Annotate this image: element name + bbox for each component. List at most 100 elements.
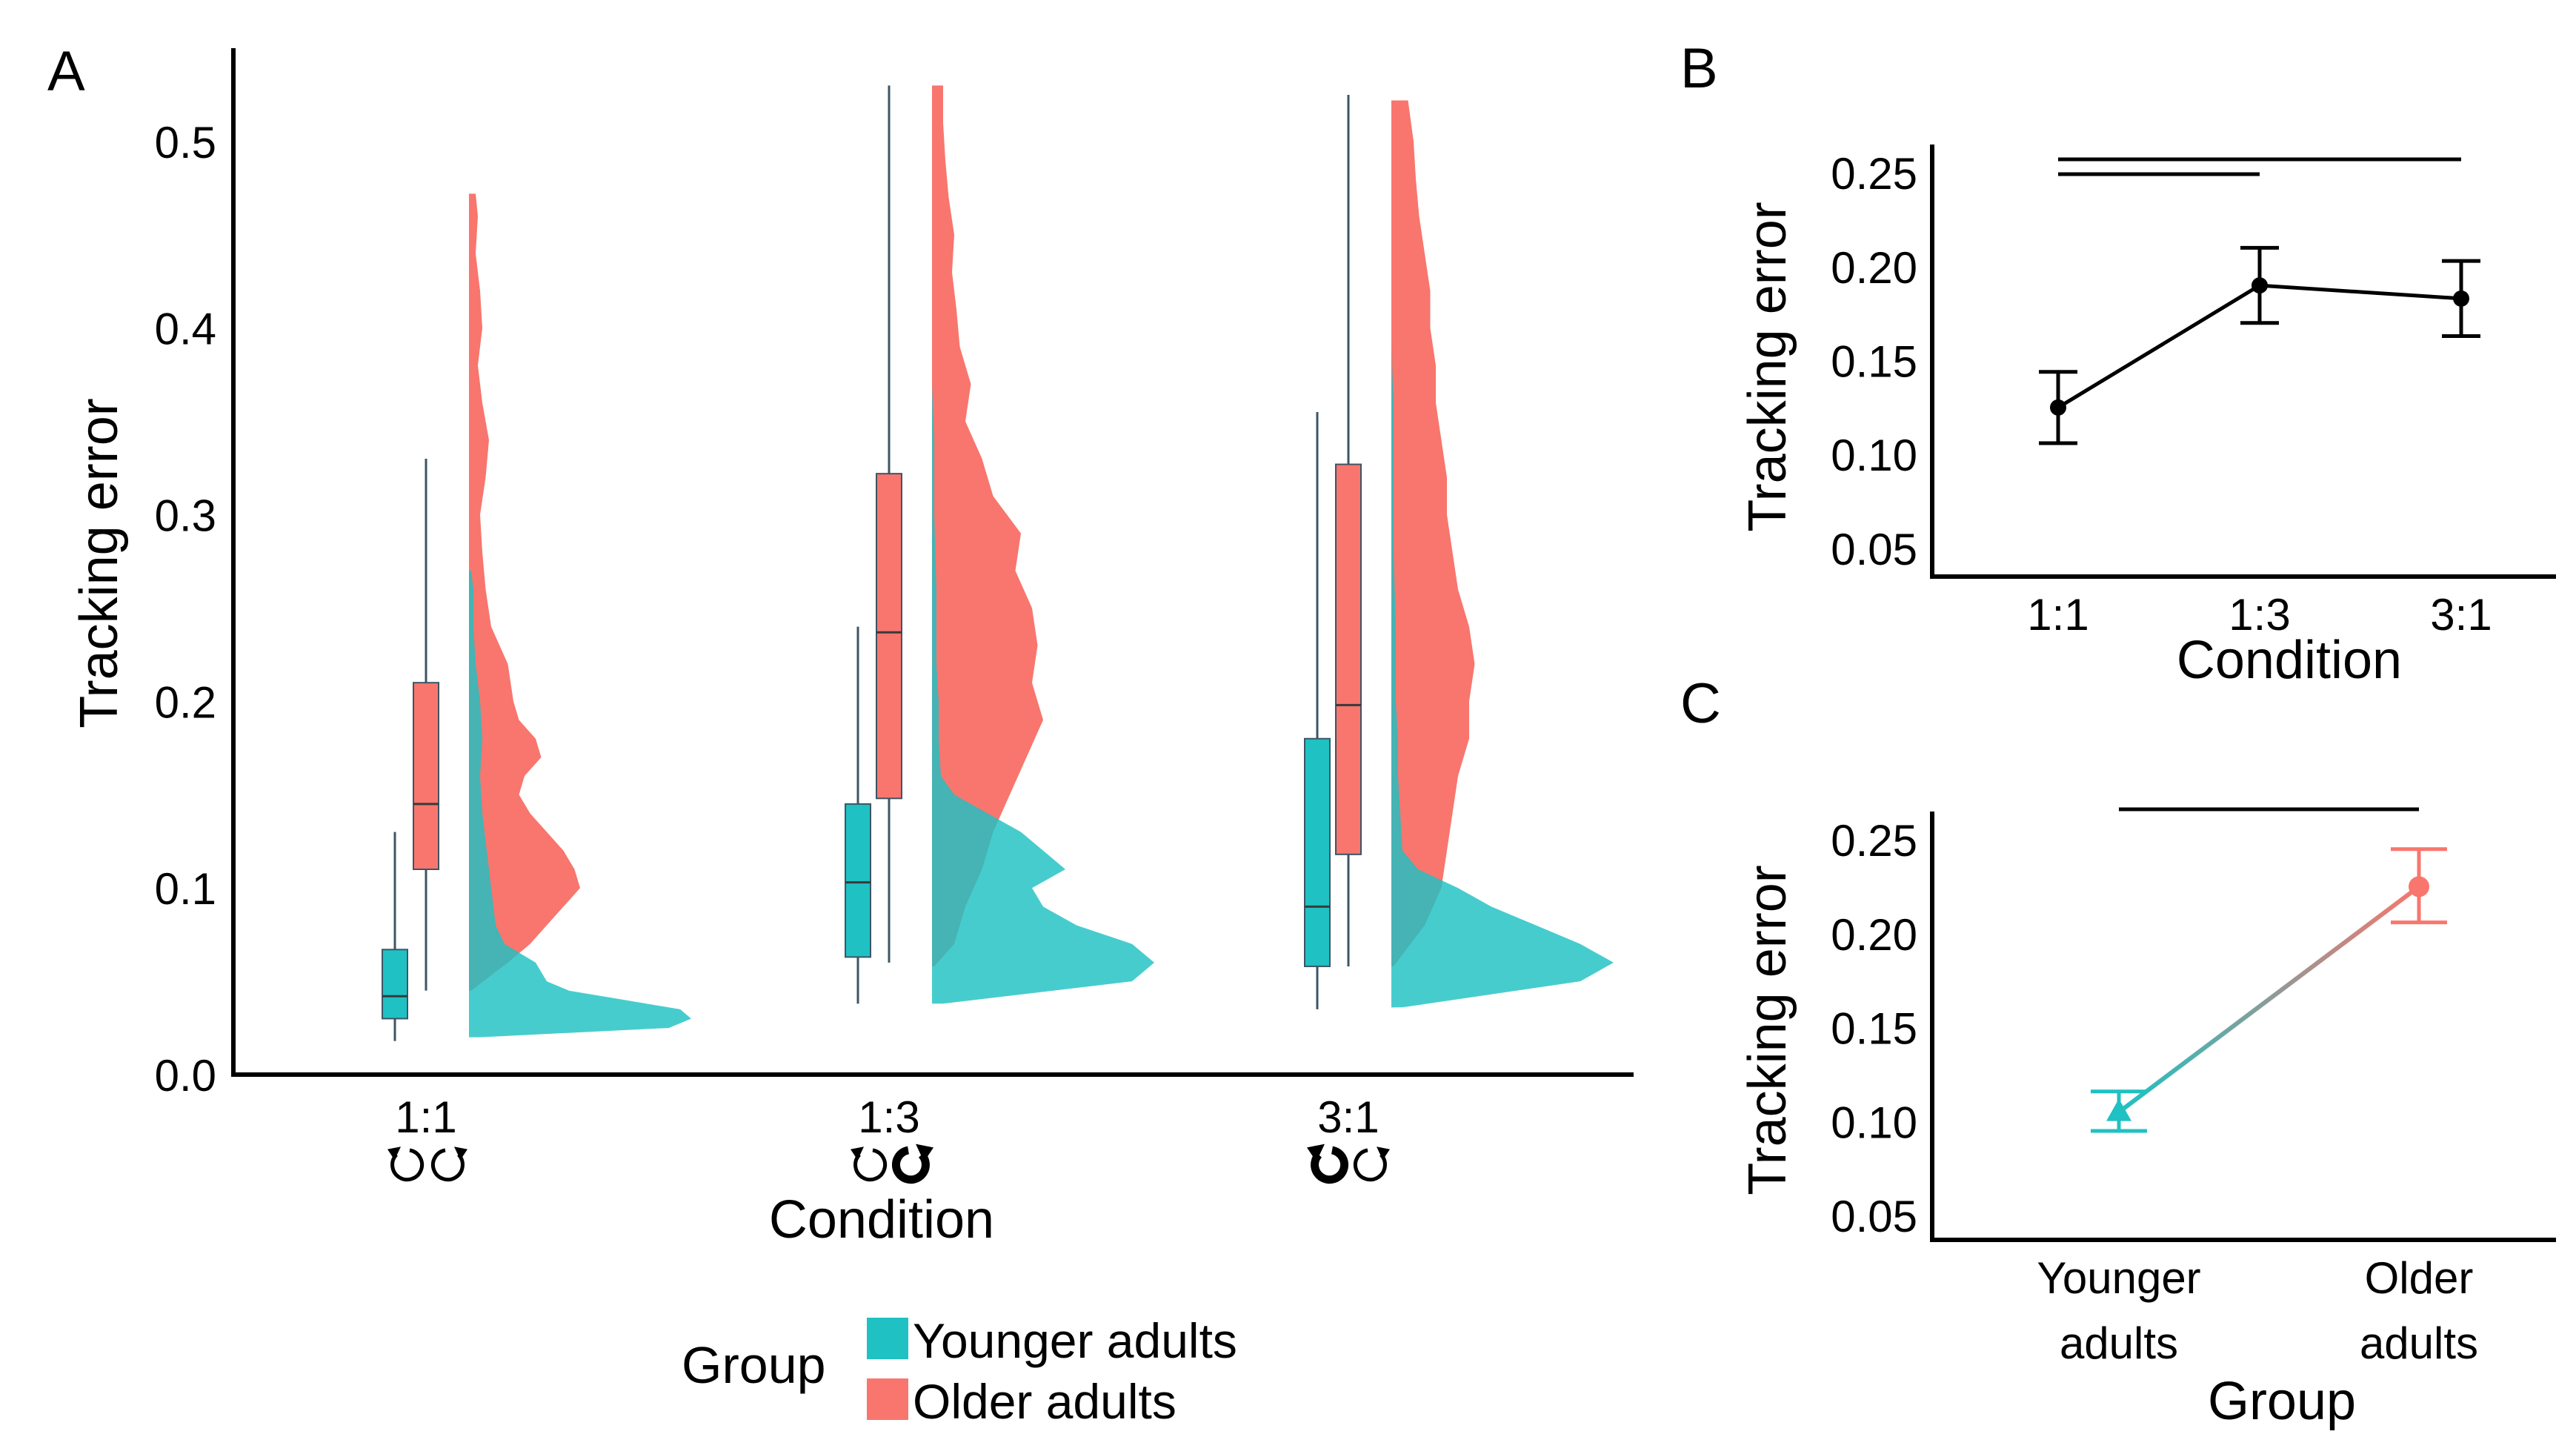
panel-b-y-tick-4: 0.25	[1831, 149, 1917, 199]
direction-ccw-icon-1-arc	[390, 1148, 425, 1182]
panel-c-x-ticks: Younger adults Older adults	[2037, 1253, 2478, 1368]
box-older-2-iqr	[876, 473, 902, 800]
panel-label-a: A	[47, 40, 85, 103]
panel-label-c: C	[1680, 672, 1721, 735]
direction-cw-icon-2-arc	[891, 1146, 930, 1184]
legend-swatch-older	[867, 1378, 908, 1420]
density-younger-1	[469, 571, 691, 1038]
direction-cw-icon-3	[1353, 1146, 1390, 1182]
panel-b-marker-1	[2050, 399, 2066, 416]
panel-b-y-ticks: 0.05 0.10 0.15 0.20 0.25	[1831, 149, 1917, 574]
box-older-1	[413, 459, 439, 991]
direction-ccw-icon-1-head	[387, 1146, 401, 1161]
density-younger-2	[932, 384, 1154, 1004]
panel-b-marks	[2039, 157, 2480, 445]
direction-ccw-icon-3	[1307, 1144, 1349, 1184]
panel-c-y-tick-4: 0.25	[1831, 816, 1917, 866]
density-older-2	[932, 85, 1043, 966]
panel-label-b: B	[1680, 37, 1718, 100]
panel-a-y-tick-3: 0.3	[155, 491, 216, 541]
box-younger-3-iqr	[1304, 737, 1331, 967]
panel-a-y-tick-4: 0.4	[155, 305, 216, 354]
direction-ccw-icon-2-arc	[853, 1148, 888, 1182]
panel-c-mean-line	[2117, 885, 2420, 1115]
direction-cw-icon-1	[430, 1146, 467, 1182]
density-younger-3	[1391, 346, 1614, 1008]
panel-c-x-tick-0-line-1: adults	[2060, 1318, 2178, 1368]
panel-b-y-tick-0: 0.05	[1831, 525, 1917, 574]
panel-c-y-tick-2: 0.15	[1831, 1004, 1917, 1054]
panel-b-point-3	[2442, 259, 2480, 339]
panel-a-y-ticks: 0.0 0.1 0.2 0.3 0.4 0.5	[155, 118, 216, 1101]
box-younger-3	[1304, 412, 1331, 1009]
panel-c-y-label: Tracking error	[1738, 865, 1797, 1195]
panel-c-x-label: Group	[2208, 1372, 2356, 1431]
panel-c-marker-2	[2409, 876, 2429, 897]
panel-c-point-1	[2091, 1089, 2147, 1133]
direction-ccw-icon-1	[387, 1146, 425, 1182]
panel-b-x-label: Condition	[2177, 631, 2402, 690]
panel-b-y-tick-1: 0.10	[1831, 431, 1917, 480]
box-older-3-iqr	[1335, 463, 1362, 855]
panel-a-x-ticks: 1:1 1:3 3:1	[387, 1092, 1390, 1184]
box-younger-2-iqr	[845, 803, 871, 958]
panel-a-x-tick-0: 1:1	[395, 1092, 456, 1142]
direction-cw-icon-3-arc	[1353, 1148, 1387, 1182]
box-younger-2	[845, 626, 871, 1004]
panel-b-y-label: Tracking error	[1738, 202, 1797, 531]
panel-b-marker-3	[2453, 290, 2469, 307]
direction-ccw-icon-3-arc	[1311, 1146, 1349, 1184]
panel-b-x-tick-2: 3:1	[2430, 590, 2492, 640]
legend: Group Younger adults Older adults	[682, 1313, 1237, 1429]
panel-a-y-label: Tracking error	[70, 398, 129, 728]
direction-cw-icon-3-head	[1377, 1146, 1390, 1161]
direction-ccw-icon-2-head	[851, 1146, 864, 1161]
panel-c-point-2	[2391, 847, 2447, 925]
panel-b-x-ticks: 1:1 1:3 3:1	[2027, 590, 2492, 640]
panel-c-y-tick-3: 0.20	[1831, 910, 1917, 960]
panel-c-y-tick-1: 0.10	[1831, 1098, 1917, 1147]
panel-c: 0.05 0.10 0.15 0.20 0.25 Tracking error Grou…	[1738, 807, 2556, 1431]
box-younger-1-iqr	[382, 949, 408, 1020]
panel-b-x-tick-0: 1:1	[2027, 590, 2089, 640]
panel-b-marker-2	[2251, 277, 2268, 294]
panel-a-y-tick-2: 0.2	[155, 677, 216, 727]
legend-label-older: Older adults	[913, 1374, 1176, 1429]
panel-c-x-tick-1-line-0: Older	[2365, 1253, 2474, 1303]
panel-a-x-tick-1: 1:3	[858, 1092, 919, 1142]
panel-b-y-tick-2: 0.15	[1831, 337, 1917, 387]
legend-swatch-younger	[867, 1318, 908, 1359]
panel-a-marks	[382, 85, 1614, 1041]
legend-label-younger: Younger adults	[913, 1313, 1237, 1368]
direction-cw-icon-2	[891, 1144, 933, 1184]
panel-a-y-tick-5: 0.5	[155, 118, 216, 167]
panel-b-x-tick-1: 1:3	[2229, 590, 2290, 640]
panel-c-y-tick-0: 0.05	[1831, 1192, 1917, 1241]
direction-ccw-icon-3-head	[1307, 1144, 1325, 1162]
panel-b-point-1	[2039, 370, 2077, 445]
panel-a-y-tick-1: 0.1	[155, 864, 216, 914]
direction-ccw-icon-2	[851, 1146, 888, 1182]
direction-cw-icon-1-arc	[430, 1148, 465, 1182]
panel-a-y-tick-0: 0.0	[155, 1051, 216, 1101]
box-older-2	[876, 85, 902, 963]
panel-b: 0.05 0.10 0.15 0.20 0.25 Tracking error Cond…	[1738, 145, 2556, 690]
panel-b-point-2	[2240, 245, 2279, 325]
panel-b-y-tick-3: 0.20	[1831, 243, 1917, 293]
panel-a-x-label: Condition	[769, 1190, 994, 1250]
panel-c-y-ticks: 0.05 0.10 0.15 0.20 0.25	[1831, 816, 1917, 1241]
panel-c-marker-1	[2106, 1098, 2131, 1121]
legend-title: Group	[682, 1336, 826, 1394]
panel-c-x-tick-1-line-1: adults	[2360, 1318, 2478, 1368]
box-older-3	[1335, 94, 1362, 966]
panel-c-marks	[2091, 807, 2447, 1133]
panel-c-x-tick-0-line-0: Younger	[2037, 1253, 2200, 1303]
panel-a-x-tick-2: 3:1	[1317, 1092, 1379, 1142]
box-older-1-iqr	[413, 682, 439, 870]
box-younger-1	[382, 832, 408, 1041]
density-older-1	[469, 193, 580, 991]
density-older-3	[1391, 100, 1475, 966]
direction-cw-icon-2-head	[916, 1144, 933, 1162]
panel-a: 0.0 0.1 0.2 0.3 0.4 0.5 Tracking error Condit…	[70, 48, 1634, 1250]
